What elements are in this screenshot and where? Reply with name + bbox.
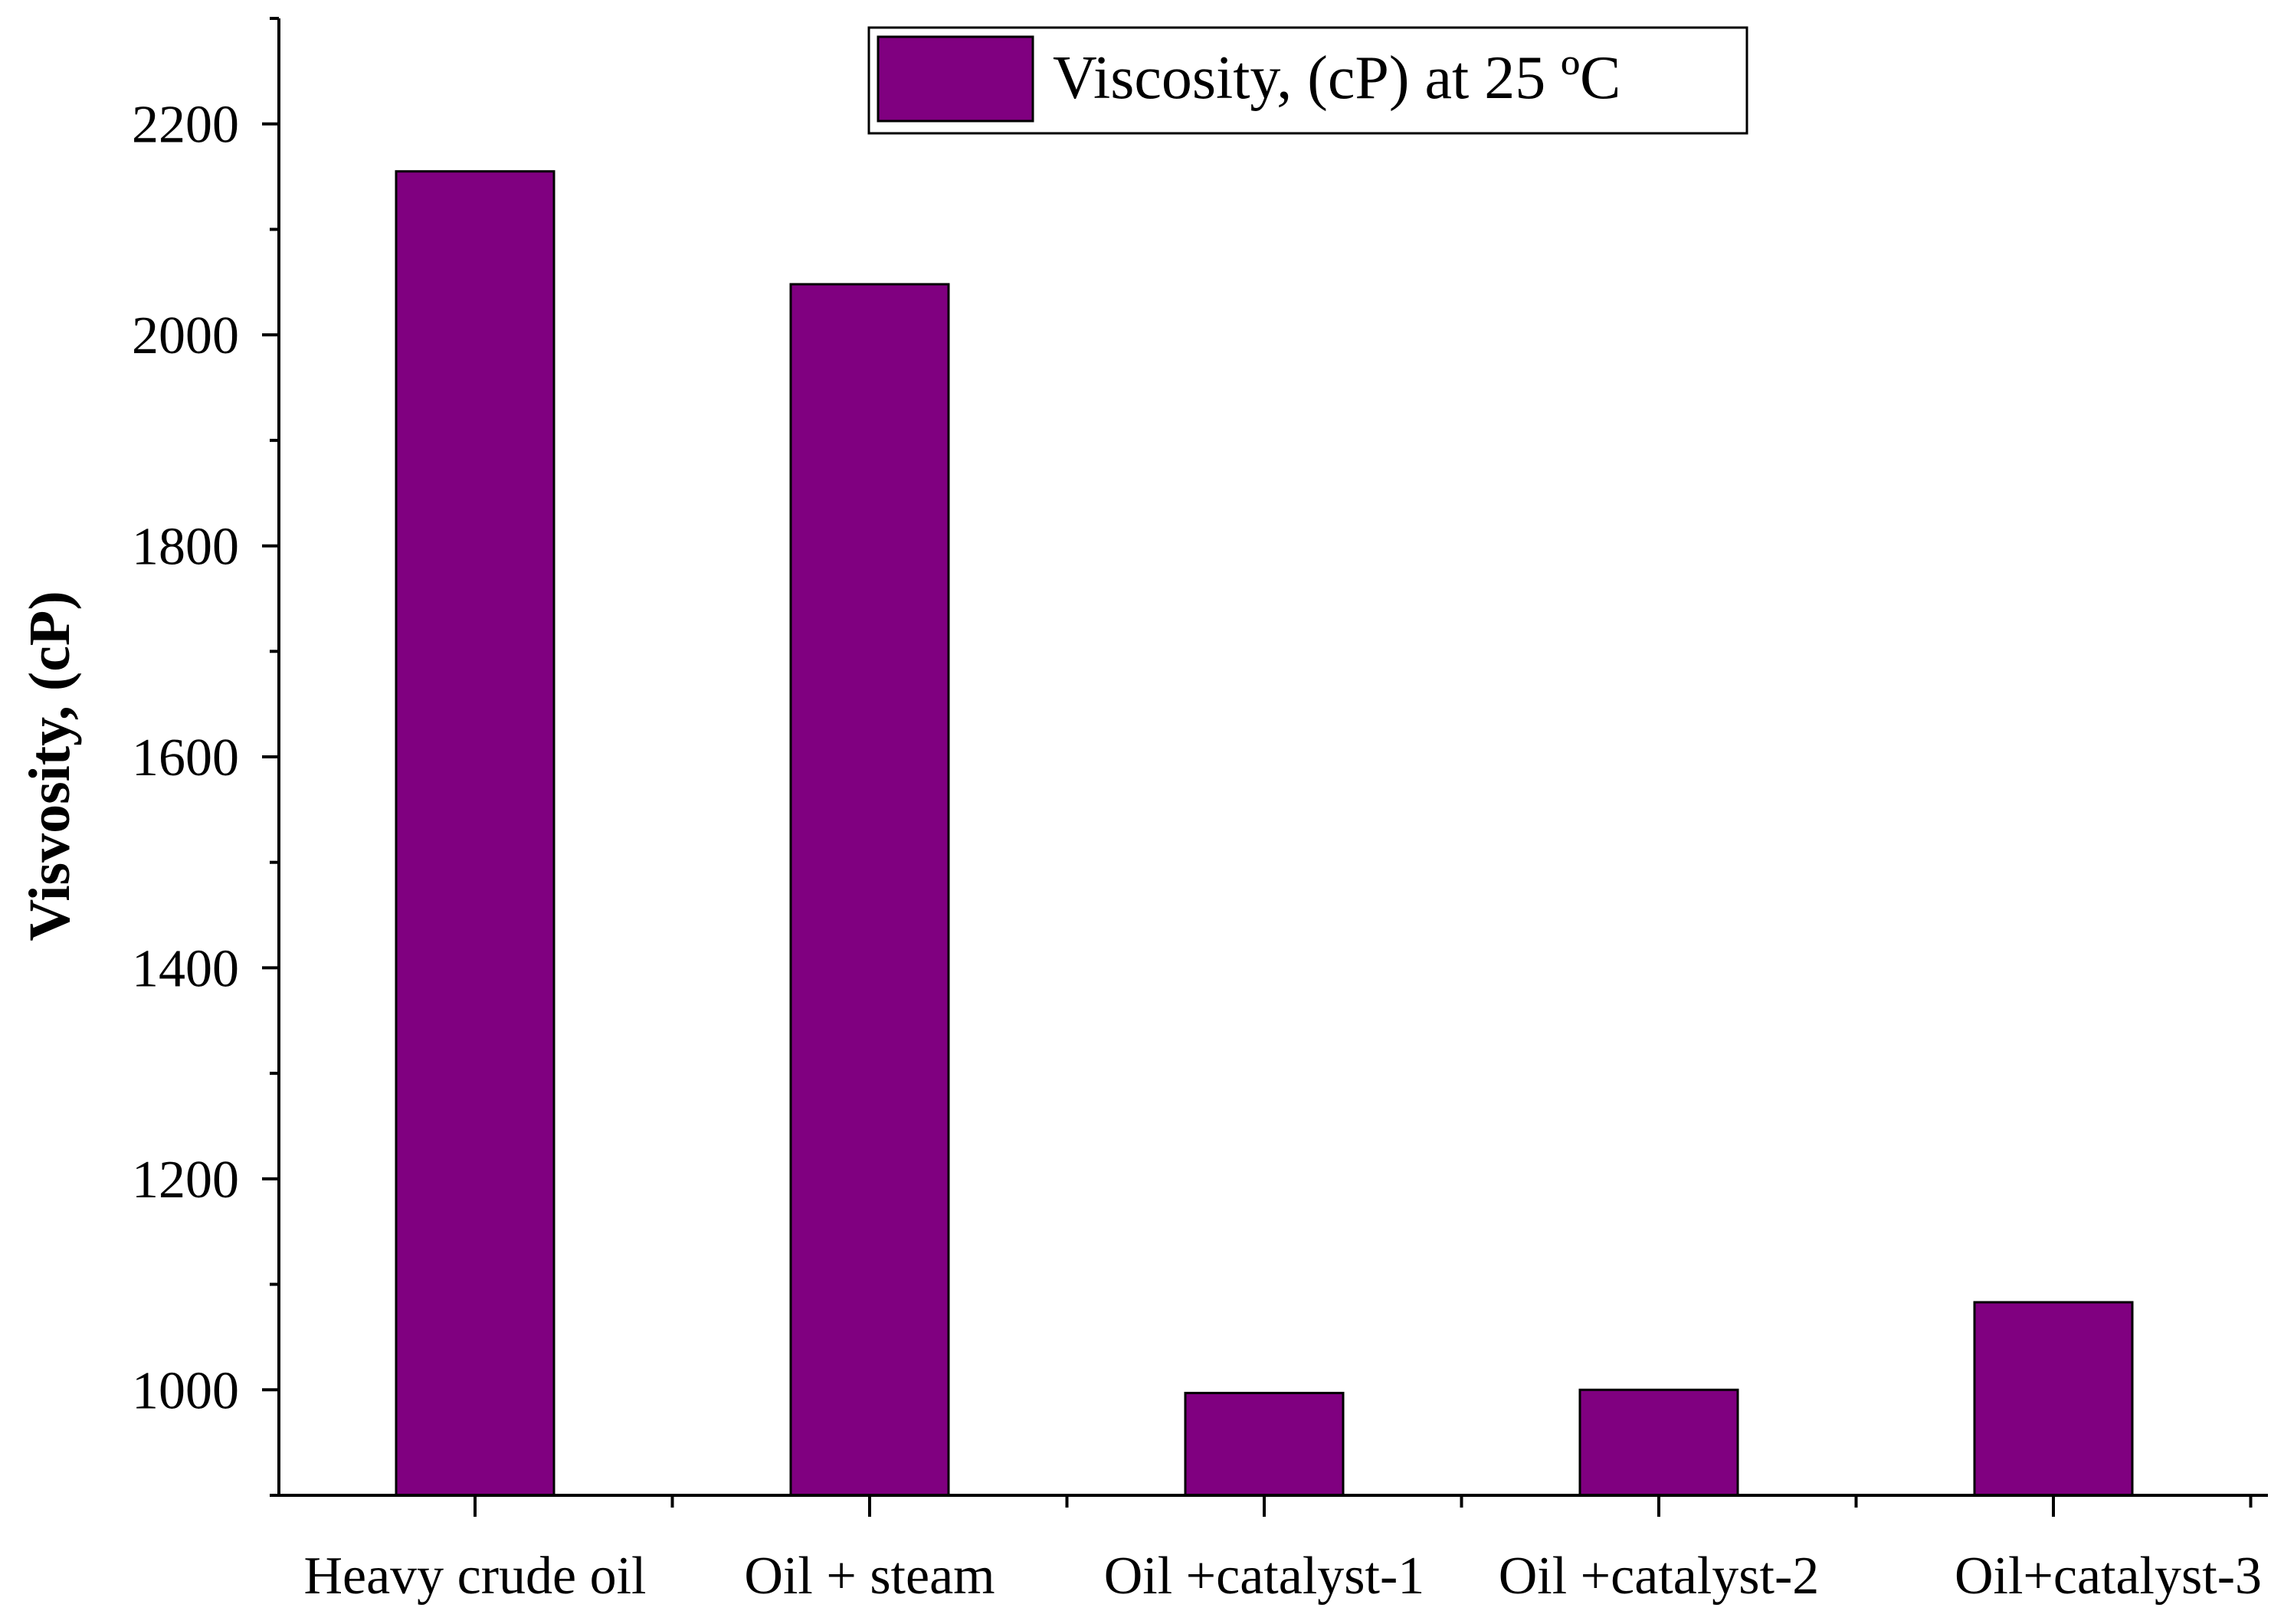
x-category-label: Oil + steam	[744, 1547, 995, 1606]
legend-swatch	[878, 37, 1033, 121]
y-tick-label: 2200	[132, 96, 239, 155]
legend: Viscosity, (cP) at 25 ºC	[869, 28, 1747, 133]
x-category-label: Oil +catalyst-1	[1104, 1547, 1425, 1606]
x-category-label: Oil+catalyst-3	[1955, 1547, 2262, 1606]
bar-3	[1185, 1393, 1343, 1495]
bar-1	[396, 172, 554, 1495]
bar-2	[791, 284, 949, 1495]
y-tick-label: 2000	[132, 306, 239, 365]
y-tick-label: 1000	[132, 1361, 239, 1420]
bar-5	[1974, 1302, 2132, 1495]
bar-4	[1580, 1390, 1738, 1495]
x-category-label: Oil +catalyst-2	[1499, 1547, 1820, 1606]
chart-background	[0, 0, 2271, 1624]
x-category-label: Heavy crude oil	[303, 1547, 646, 1606]
y-tick-label: 1800	[132, 518, 239, 577]
x-axis-category-labels: Heavy crude oil Oil + steam Oil +catalyst-…	[303, 1547, 2262, 1606]
bar-chart: 1000 1200 1400 1600 1800 2000 2200 Heavy crude…	[0, 0, 2271, 1624]
legend-label: Viscosity, (cP) at 25 ºC	[1053, 44, 1621, 112]
y-tick-label: 1600	[132, 729, 239, 787]
y-tick-label: 1200	[132, 1151, 239, 1210]
y-axis-title: Visvosity, (cP)	[18, 591, 82, 941]
y-tick-label: 1400	[132, 939, 239, 998]
